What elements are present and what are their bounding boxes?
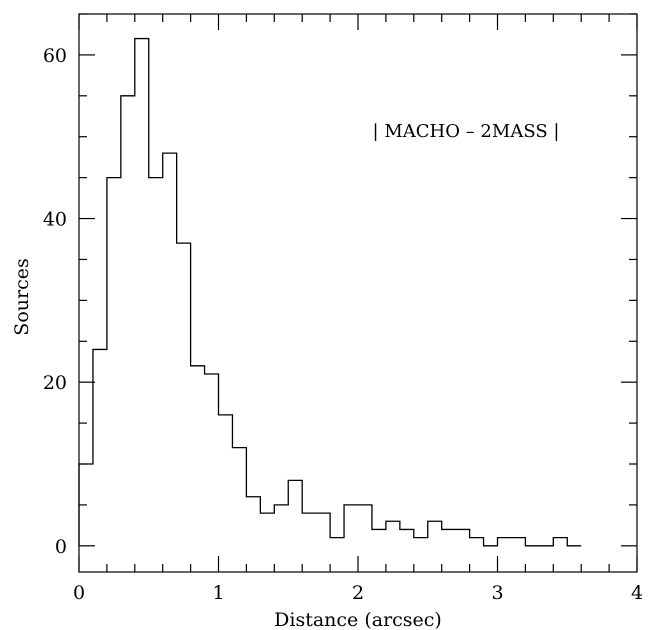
y-tick-label: 40 [43,209,67,231]
x-axis-title: Distance (arcsec) [274,609,442,630]
y-axis-title: Sources [11,258,33,335]
y-tick-label: 0 [55,536,67,558]
x-tick-label: 1 [212,582,224,604]
x-tick-label: 0 [73,582,85,604]
x-tick-label: 3 [491,582,503,604]
y-tick-label: 60 [43,45,67,67]
y-tick-label: 20 [43,372,67,394]
x-tick-label: 2 [352,582,364,604]
chart-annotation: | MACHO – 2MASS | [373,121,560,142]
x-tick-label: 4 [631,582,643,604]
histogram-step-line [78,37,582,547]
tick-marks [78,13,638,572]
plot-frame [78,13,638,573]
